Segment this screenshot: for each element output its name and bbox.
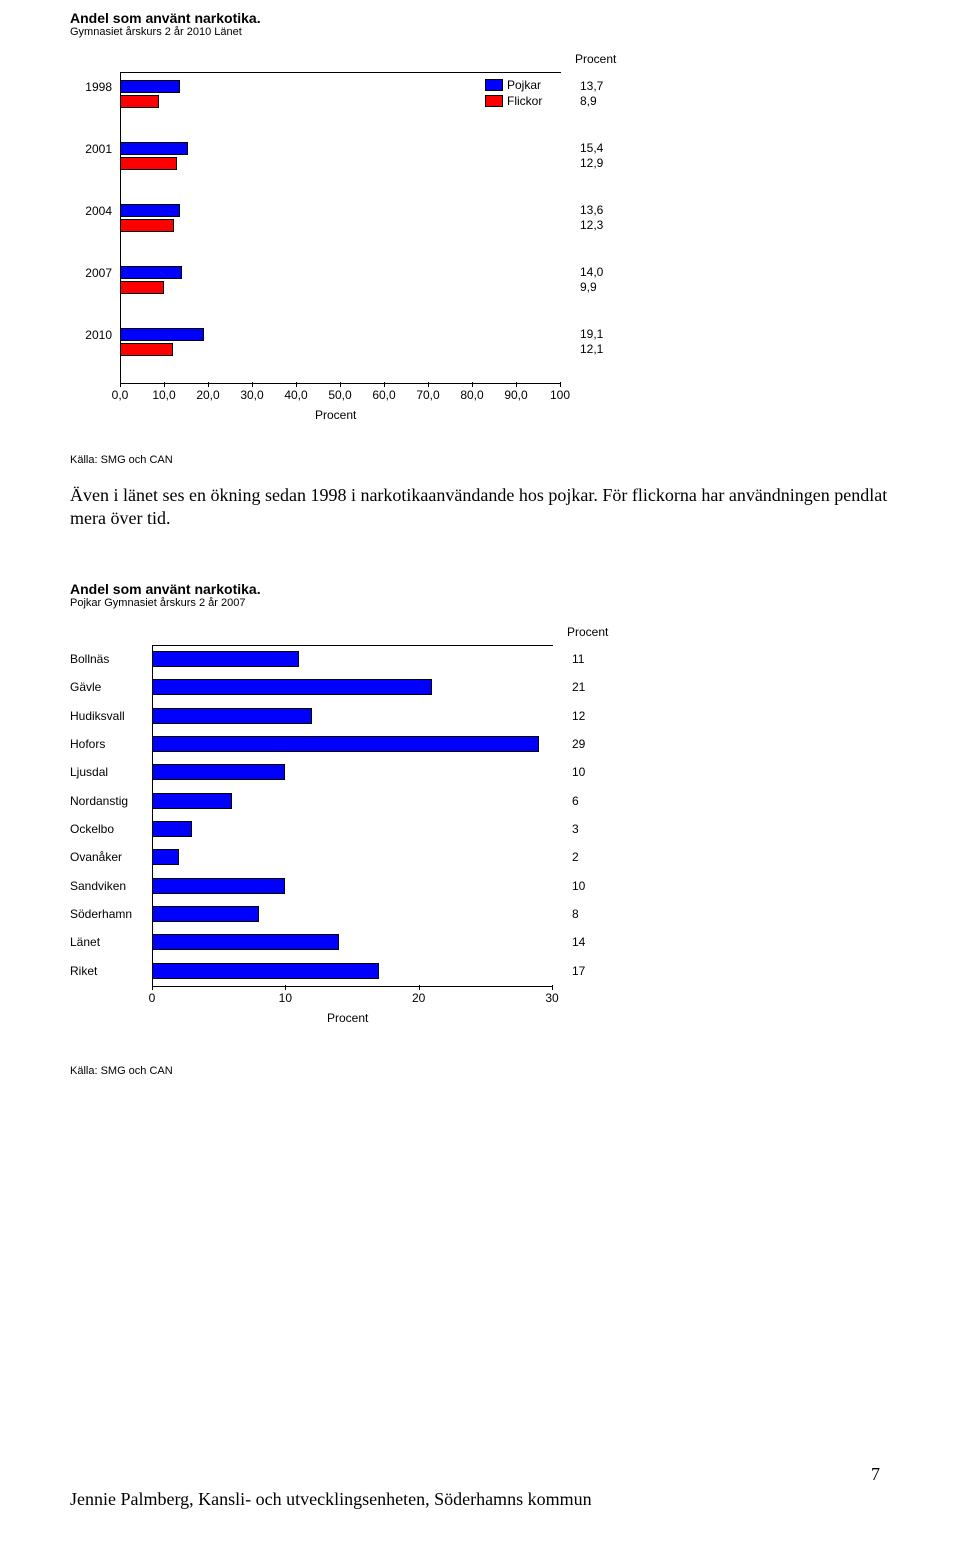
chart1-legend: PojkarFlickor [485, 77, 542, 109]
chart2-bar [152, 736, 539, 752]
chart1-value: 14,0 [580, 265, 603, 279]
chart1-title: Andel som använt narkotika. [70, 10, 890, 26]
chart1: Andel som använt narkotika. Gymnasiet år… [70, 10, 890, 466]
chart1-bar-pojkar [120, 142, 188, 155]
chart2-y-label: Riket [70, 964, 144, 978]
chart1-value: 13,6 [580, 203, 603, 217]
chart1-x-tick: 30,0 [240, 388, 263, 402]
chart2-title: Andel som använt narkotika. [70, 581, 890, 597]
chart2-y-label: Hofors [70, 737, 144, 751]
chart1-bar-pojkar [120, 266, 182, 279]
chart2-x-tick: 0 [149, 991, 156, 1005]
chart1-value: 12,1 [580, 342, 603, 356]
chart2-value: 12 [572, 709, 585, 723]
chart2-x-tick: 30 [545, 991, 558, 1005]
chart1-value: 12,3 [580, 218, 603, 232]
chart2-y-label: Söderhamn [70, 907, 144, 921]
chart2-value: 14 [572, 935, 585, 949]
chart1-value: 8,9 [580, 94, 597, 108]
chart1-x-tick: 90,0 [504, 388, 527, 402]
chart1-plot: ProcentPojkarFlickor199813,78,9200115,41… [70, 52, 630, 452]
chart2-value: 29 [572, 737, 585, 751]
chart2-y-label: Länet [70, 935, 144, 949]
chart1-source: Källa: SMG och CAN [70, 454, 890, 466]
chart2-value: 3 [572, 822, 579, 836]
chart2-bar [152, 849, 179, 865]
chart1-x-axis-label: Procent [315, 408, 356, 422]
chart2-subtitle: Pojkar Gymnasiet årskurs 2 år 2007 [70, 597, 890, 609]
chart2-bar [152, 934, 339, 950]
chart2-bar [152, 878, 285, 894]
chart2-plot: Procent Bollnäs 11 Gävle 21 Hudiksvall 12 Hofor… [70, 623, 630, 1063]
chart2-value: 2 [572, 850, 579, 864]
chart2-value: 6 [572, 794, 579, 808]
chart1-x-tick: 0,0 [112, 388, 129, 402]
chart2-value: 11 [572, 652, 584, 666]
chart2-bar [152, 906, 259, 922]
chart2-bar [152, 651, 299, 667]
chart2-bar [152, 708, 312, 724]
chart2-y-label: Ovanåker [70, 850, 144, 864]
chart1-bar-pojkar [120, 204, 180, 217]
chart1-bar-flickor [120, 281, 164, 294]
chart1-value: 9,9 [580, 280, 597, 294]
chart2-x-axis-label: Procent [327, 1011, 368, 1025]
chart1-y-label: 2010 [70, 328, 112, 342]
chart2-y-label: Hudiksvall [70, 709, 144, 723]
chart1-x-tick: 60,0 [372, 388, 395, 402]
chart1-value: 15,4 [580, 141, 603, 155]
chart2-value: 10 [572, 765, 585, 779]
chart2-bar [152, 793, 232, 809]
chart1-y-label: 2004 [70, 204, 112, 218]
chart1-x-tick: 100 [550, 388, 570, 402]
chart1-y-label: 2001 [70, 142, 112, 156]
chart1-bar-flickor [120, 95, 159, 108]
chart1-value: 12,9 [580, 156, 603, 170]
chart1-x-tick: 20,0 [196, 388, 219, 402]
chart2-y-label: Sandviken [70, 879, 144, 893]
chart1-x-tick: 50,0 [328, 388, 351, 402]
chart2-bar [152, 963, 379, 979]
chart2-y-label: Gävle [70, 680, 144, 694]
chart2-y-label: Bollnäs [70, 652, 144, 666]
chart2-y-label: Nordanstig [70, 794, 144, 808]
chart2-x-tick: 20 [412, 991, 425, 1005]
chart1-x-tick: 70,0 [416, 388, 439, 402]
chart2-y-label: Ljusdal [70, 765, 144, 779]
chart2-unit-label: Procent [567, 625, 608, 639]
chart1-bar-pojkar [120, 80, 180, 93]
chart1-bar-flickor [120, 157, 177, 170]
chart1-x-tick: 80,0 [460, 388, 483, 402]
chart2: Andel som använt narkotika. Pojkar Gymna… [70, 581, 890, 1077]
chart1-x-tick: 10,0 [152, 388, 175, 402]
chart2-value: 17 [572, 964, 585, 978]
chart2-x-tick: 10 [279, 991, 292, 1005]
chart1-value: 19,1 [580, 327, 603, 341]
chart1-value: 13,7 [580, 79, 603, 93]
chart2-value: 10 [572, 879, 585, 893]
chart2-source: Källa: SMG och CAN [70, 1065, 890, 1077]
chart2-value: 8 [572, 907, 579, 921]
chart1-x-tick: 40,0 [284, 388, 307, 402]
body-paragraph: Även i länet ses en ökning sedan 1998 i … [70, 484, 890, 531]
chart1-y-label: 2007 [70, 266, 112, 280]
page-number: 7 [871, 1464, 880, 1485]
chart2-value: 21 [572, 680, 585, 694]
chart2-bar [152, 764, 285, 780]
chart1-y-label: 1998 [70, 80, 112, 94]
chart1-bar-flickor [120, 343, 173, 356]
chart1-bar-flickor [120, 219, 174, 232]
chart1-subtitle: Gymnasiet årskurs 2 år 2010 Länet [70, 26, 890, 38]
chart2-bar [152, 679, 432, 695]
chart2-bar [152, 821, 192, 837]
chart1-unit-label: Procent [575, 52, 616, 66]
chart2-y-label: Ockelbo [70, 822, 144, 836]
chart1-bar-pojkar [120, 328, 204, 341]
footer-text: Jennie Palmberg, Kansli- och utvecklings… [70, 1489, 592, 1510]
